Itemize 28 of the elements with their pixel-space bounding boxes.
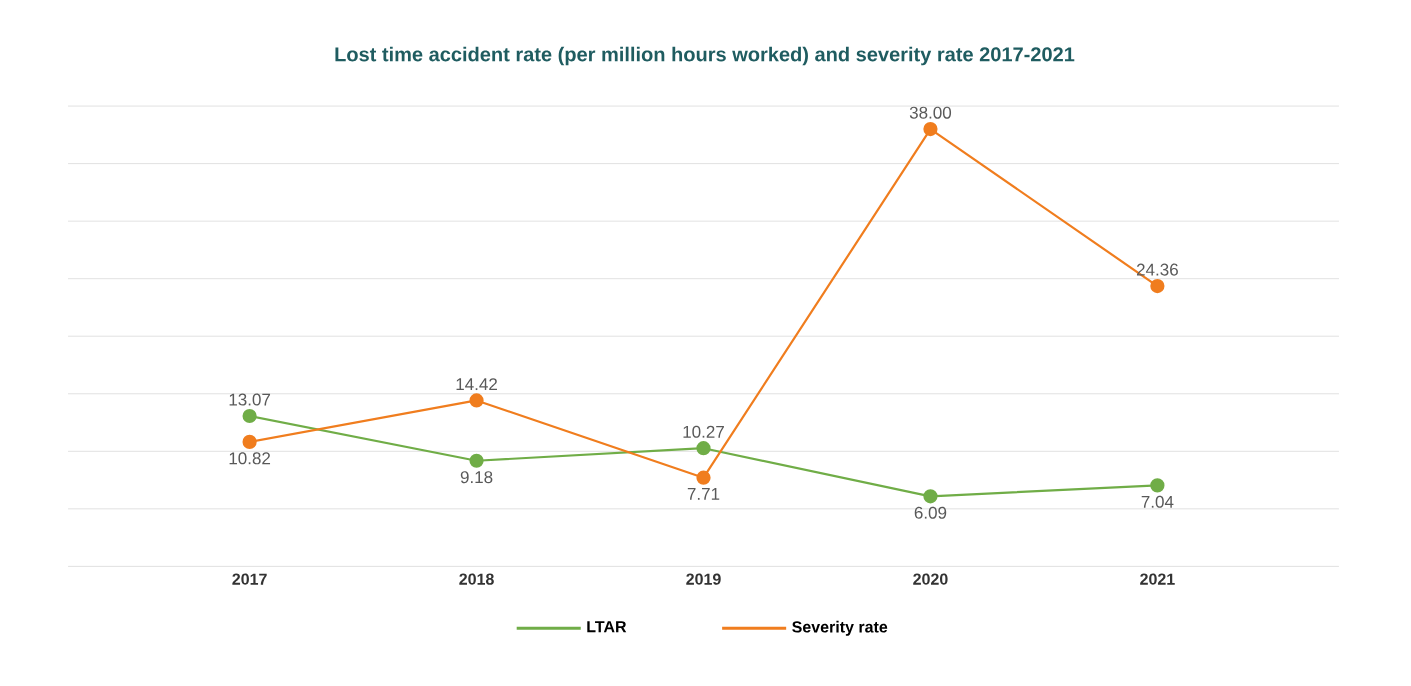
point: [923, 488, 938, 504]
legend-label: LTAR: [587, 620, 627, 632]
data-label: 13.07: [229, 393, 271, 406]
point: [1150, 278, 1165, 293]
data-label: 6.09: [914, 506, 947, 519]
point: [469, 453, 484, 468]
x-tick-label: 2021: [1140, 573, 1175, 585]
point: [242, 434, 257, 449]
point: [1150, 478, 1165, 493]
data-label: 10.82: [229, 452, 271, 465]
data-label: 9.18: [460, 470, 493, 483]
chart-title: Lost time accident rate (per million hours worked) and severity rate 2017-2021: [335, 46, 1075, 66]
point: [696, 440, 711, 456]
data-label: 14.42: [456, 377, 497, 390]
point: [696, 470, 711, 485]
data-label: 24.36: [1136, 263, 1178, 276]
data-label: 38.00: [909, 106, 952, 119]
x-tick-label: 2017: [232, 573, 267, 585]
data-label: 7.71: [687, 487, 720, 500]
x-tick-label: 2020: [913, 573, 948, 585]
point: [469, 393, 484, 408]
x-tick-label: 2019: [686, 573, 721, 585]
point: [242, 408, 257, 423]
legend-label: Severity rate: [792, 620, 888, 636]
point: [923, 121, 938, 136]
data-label: 10.27: [683, 425, 724, 438]
x-tick-label: 2018: [459, 573, 494, 585]
data-label: 7.04: [1141, 495, 1174, 508]
